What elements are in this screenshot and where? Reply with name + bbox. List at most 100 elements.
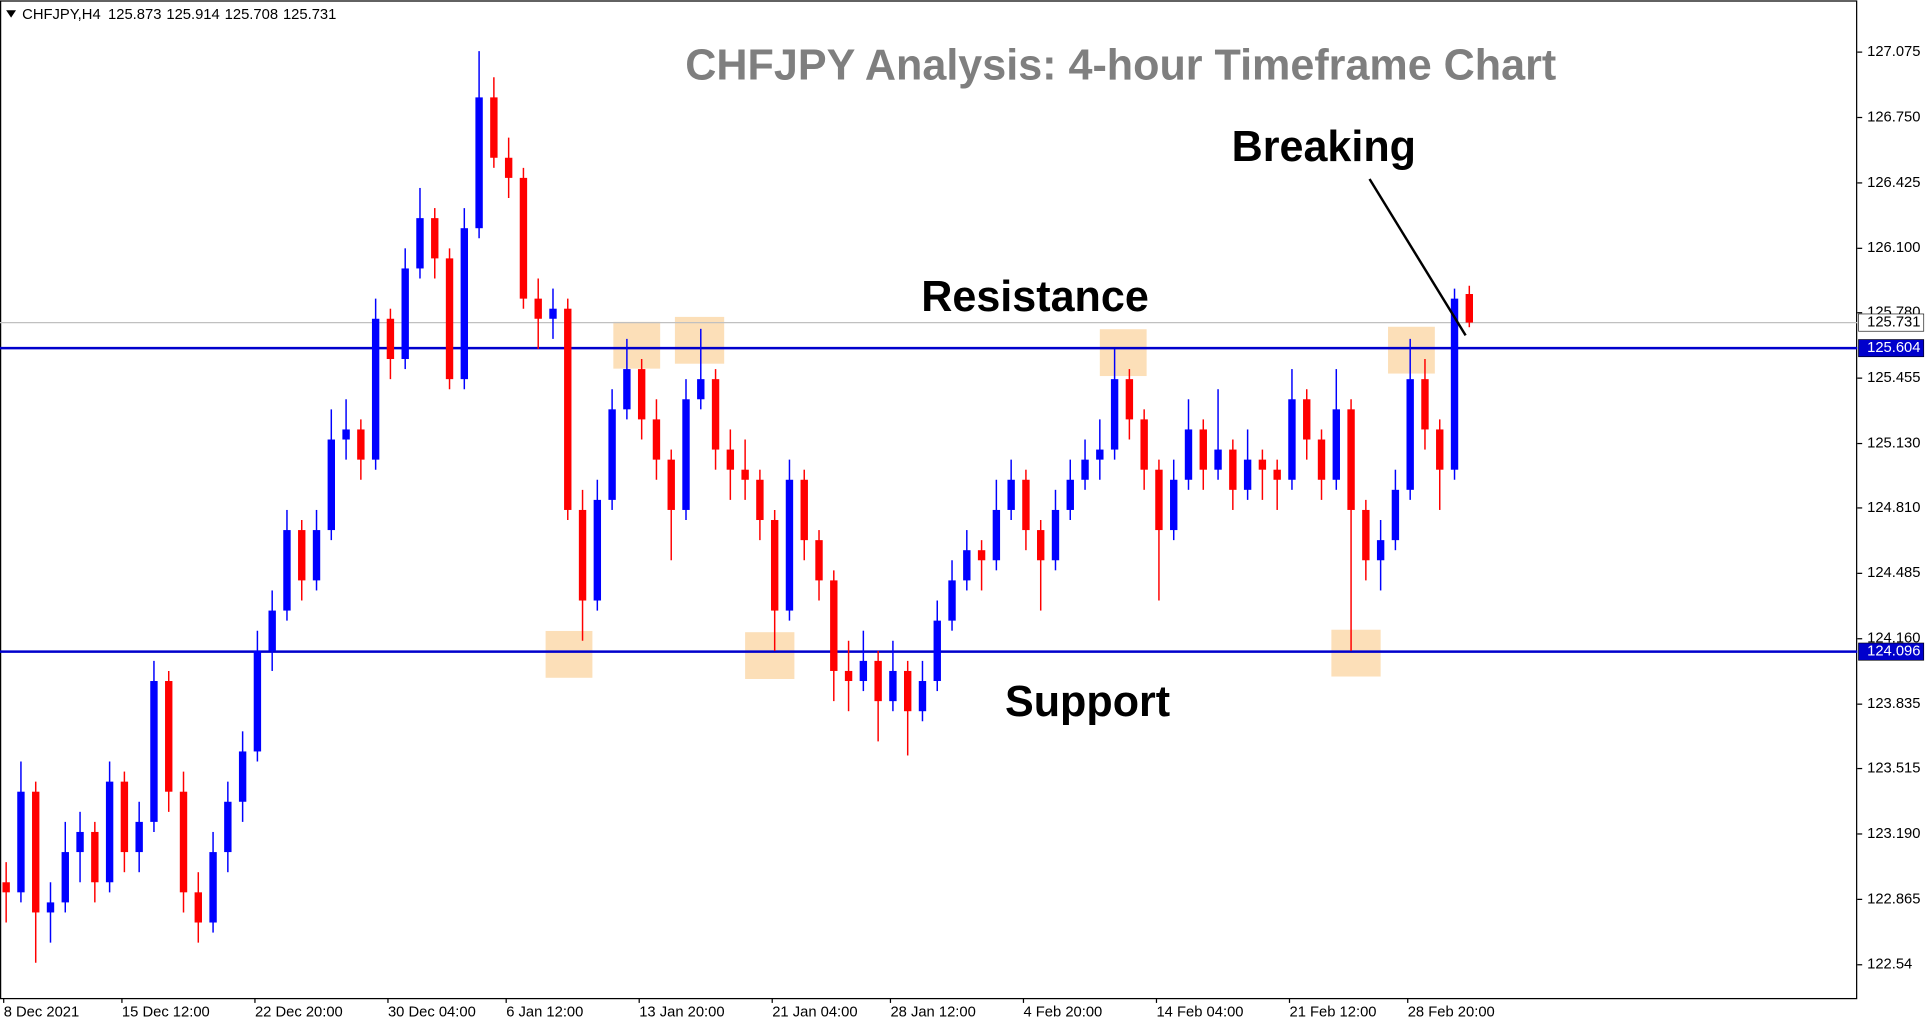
candle-body	[1436, 429, 1444, 470]
chart-header: CHFJPY,H4 125.873 125.914 125.708 125.731	[22, 7, 336, 23]
candle-body	[1347, 409, 1355, 510]
resistance-label: Resistance	[921, 273, 1149, 321]
candle-body	[830, 580, 838, 671]
candle-body	[238, 751, 247, 802]
plot-frame	[0, 0, 1858, 1000]
x-tick-label: 21 Feb 12:00	[1289, 1005, 1376, 1021]
candle-body	[1140, 419, 1148, 470]
x-tick-label: 22 Dec 20:00	[255, 1005, 343, 1021]
highlight-box	[545, 630, 593, 678]
candle-body	[948, 580, 956, 621]
y-tick-label: 126.425	[1867, 175, 1920, 191]
candle-body	[416, 218, 424, 269]
candle-body	[105, 781, 114, 883]
x-tick-label: 30 Dec 04:00	[388, 1005, 476, 1021]
price-tag: 125.731	[1867, 314, 1920, 330]
candle-body	[889, 670, 897, 702]
candle-body	[667, 459, 675, 510]
candle-body	[504, 157, 513, 178]
x-tick-label: 15 Dec 12:00	[122, 1005, 210, 1021]
candle-body	[874, 660, 882, 702]
candle-body	[179, 791, 188, 893]
candle-body	[697, 379, 705, 400]
candle-body	[1199, 429, 1207, 470]
breaking-label: Breaking	[1232, 123, 1416, 171]
candle-body	[1465, 294, 1474, 323]
low: 125.708	[225, 7, 278, 23]
highlight-boxes	[545, 316, 1435, 679]
candle-body	[756, 479, 764, 521]
y-tick-label: 124.485	[1867, 565, 1920, 581]
price-tag-bg	[1858, 313, 1925, 332]
candle-body	[564, 308, 572, 510]
candle-body	[1362, 509, 1370, 561]
candle-body	[1288, 399, 1296, 480]
candle-body	[726, 449, 735, 470]
candle-body	[1125, 379, 1134, 420]
candle-body	[1391, 489, 1400, 541]
candle-body	[844, 670, 853, 682]
candle-body	[342, 429, 350, 440]
candle-body	[1450, 298, 1459, 470]
candle-body	[637, 369, 646, 420]
candle-body	[431, 218, 439, 259]
menu-icon	[6, 10, 17, 18]
candle-body	[1051, 509, 1060, 561]
candle-body	[32, 791, 40, 913]
highlight-box	[613, 321, 661, 369]
candle-body	[1258, 459, 1267, 470]
y-tick-label: 125.455	[1867, 370, 1920, 386]
candle-body	[593, 499, 602, 601]
candle-body	[17, 791, 25, 893]
y-tick-label: 124.810	[1867, 500, 1920, 516]
candle-body	[1066, 479, 1074, 510]
high: 125.914	[166, 7, 219, 23]
y-tick-label: 122.54	[1867, 957, 1912, 973]
y-tick-label: 127.075	[1867, 44, 1920, 60]
candle-body	[2, 882, 10, 893]
x-tick-label: 13 Jan 20:00	[639, 1005, 724, 1021]
price-tag-bg	[1858, 642, 1925, 661]
candle-body	[357, 429, 365, 460]
candle-body	[165, 681, 173, 792]
price-tag-bg	[1858, 339, 1925, 358]
candle-body	[253, 650, 262, 752]
candle-body	[209, 852, 217, 923]
y-tick-label: 122.865	[1867, 891, 1920, 907]
candle-body	[800, 479, 808, 541]
candle-body	[1155, 469, 1163, 531]
candle-body	[1303, 399, 1311, 440]
candle-body	[460, 228, 469, 380]
candle-body	[312, 530, 321, 581]
close: 125.731	[283, 7, 336, 23]
candle-body	[135, 821, 143, 853]
candle-body	[1243, 459, 1252, 490]
axes: 127.075126.750126.425126.100125.780125.4…	[3, 44, 1925, 1021]
candle-body	[61, 852, 69, 903]
y-tick-label: 123.835	[1867, 696, 1920, 712]
candle-body	[652, 419, 661, 460]
candle-body	[933, 620, 941, 682]
candle-body	[1037, 530, 1045, 561]
y-tick-label: 126.100	[1867, 240, 1920, 256]
highlight-box	[1388, 326, 1435, 374]
highlight-box	[674, 316, 725, 364]
candle-body	[977, 550, 986, 561]
candle-body	[91, 831, 99, 883]
arrow	[1368, 178, 1467, 337]
candle-body	[682, 399, 690, 510]
x-tick-label: 28 Jan 12:00	[890, 1005, 975, 1021]
candle-body	[224, 801, 232, 853]
candle-body	[918, 681, 927, 712]
candle-body	[963, 550, 971, 581]
candle-body	[785, 479, 794, 611]
candle-body	[534, 298, 542, 319]
support-label: Support	[1005, 678, 1170, 726]
candle-body	[490, 97, 498, 158]
candle-body	[711, 379, 720, 450]
x-tick-label: 6 Jan 12:00	[506, 1005, 583, 1021]
candle-body	[150, 681, 158, 822]
candle-body	[741, 469, 749, 480]
highlight-box	[745, 632, 795, 679]
symbol: CHFJPY,H4	[22, 7, 101, 23]
